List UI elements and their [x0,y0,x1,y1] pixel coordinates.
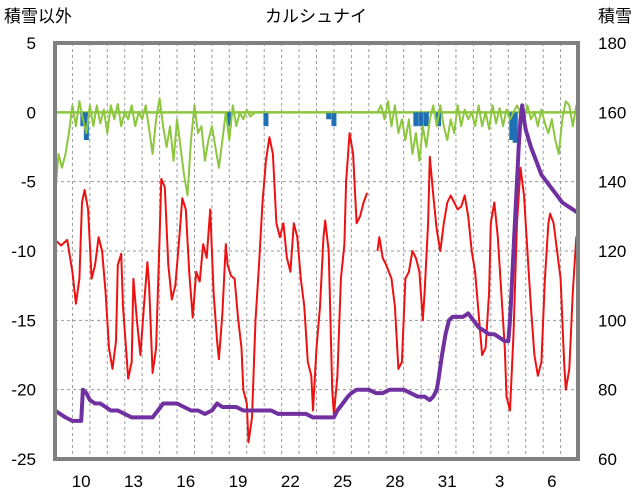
right-tick-label: 60 [598,450,617,469]
right-tick-label: 160 [598,103,626,122]
x-tick-label: 6 [547,472,556,491]
right-tick-label: 140 [598,173,626,192]
precip-bar [418,112,424,127]
left-tick-label: -25 [11,450,36,469]
precip-bar [423,112,429,127]
left-tick-label: -5 [21,173,36,192]
snow-depth-line [53,103,580,423]
x-tick-label: 16 [176,472,195,491]
plot-frame [53,41,580,461]
x-tick-label: 3 [495,472,504,491]
x-tick-label: 28 [385,472,404,491]
x-tick-label: 25 [333,472,352,491]
left-tick-label: -15 [11,311,36,330]
right-tick-label: 120 [598,242,626,261]
right-axis-ticks: 180 160 140 120 100 80 60 [598,34,626,469]
x-tick-label: 10 [72,472,91,491]
precip-bar [226,112,232,127]
series-lines [53,97,580,444]
temperature-line [54,132,369,444]
precip-bar [509,112,515,141]
left-tick-label: -20 [11,381,36,400]
chart-title: カルシュナイ [265,7,367,26]
right-tick-label: 80 [598,381,617,400]
temperature-b-line [376,155,579,412]
left-axis-label: 積雪以外 [4,7,72,26]
left-tick-label: -10 [11,242,36,261]
precip-bar [512,112,518,143]
x-tick-label: 31 [438,472,457,491]
precip-bar [326,112,332,120]
x-tick-label: 22 [281,472,300,491]
x-tick-label: 19 [229,472,248,491]
x-tick-label: 13 [124,472,143,491]
left-axis-ticks: 5 0 -5 -10 -15 -20 -25 [11,34,36,469]
precip-bar [331,112,337,127]
precip-bar [263,112,269,127]
left-tick-label: 5 [27,34,36,53]
right-axis-label: 積雪 [598,7,632,26]
left-tick-label: 0 [27,103,36,122]
x-axis-ticks: 10 13 16 19 22 25 28 31 3 6 [72,472,557,491]
right-tick-label: 180 [598,34,626,53]
wind-line [54,97,579,197]
precip-bar [413,112,419,127]
right-tick-label: 100 [598,311,626,330]
